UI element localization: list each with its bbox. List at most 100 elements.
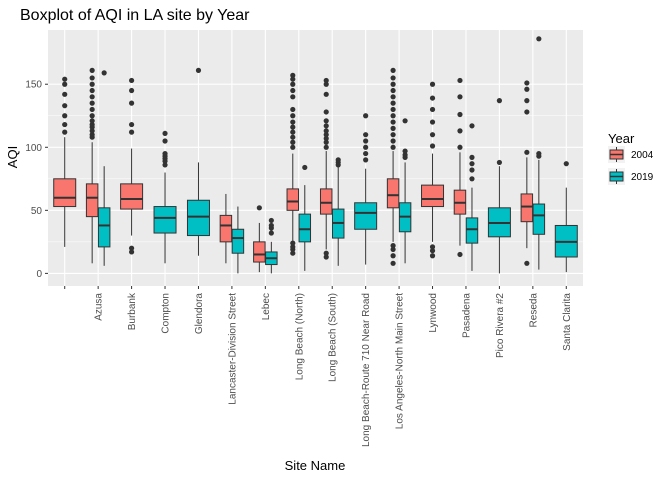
outlier-point	[323, 128, 329, 134]
outlier-point	[429, 106, 436, 113]
box-body	[153, 206, 177, 234]
outlier-point	[390, 125, 396, 131]
x-tick-label: Pico Rivera #2	[495, 293, 506, 358]
box-body	[253, 241, 266, 263]
plot-panel	[48, 30, 583, 286]
box-2019-7	[298, 164, 312, 271]
box-2019-5	[231, 206, 245, 274]
outlier-point	[290, 72, 296, 78]
outlier-point	[162, 130, 168, 137]
outlier-point	[363, 144, 369, 150]
outlier-point	[323, 109, 329, 115]
outlier-point	[402, 152, 408, 158]
box-2019-8	[331, 157, 345, 266]
outlier-point	[536, 36, 542, 42]
box-2004-1	[85, 67, 99, 264]
y-tick-label: 150	[25, 80, 42, 91]
box-2004-7	[286, 72, 300, 256]
x-tick-label: Long Beach (North)	[294, 293, 305, 380]
outlier-point	[496, 159, 503, 166]
outlier-point	[323, 91, 329, 97]
legend-label-2019: 2019	[631, 172, 654, 183]
y-tick-label: 100	[25, 143, 42, 154]
outlier-point	[290, 134, 296, 140]
box-body	[465, 217, 479, 244]
outlier-point	[290, 76, 296, 82]
box-body	[298, 213, 312, 243]
x-tick-label: Santa Clarita	[562, 293, 573, 351]
box-body	[186, 199, 210, 237]
box-2019-6	[265, 217, 278, 274]
outlier-point	[390, 67, 396, 73]
outlier-point	[290, 129, 296, 135]
box-2019-14	[532, 36, 546, 270]
outlier-point	[89, 81, 95, 87]
box-2019-13	[487, 98, 511, 274]
outlier-point	[390, 132, 396, 138]
outlier-point	[402, 148, 408, 154]
outlier-point	[323, 81, 329, 87]
outlier-point	[162, 150, 168, 157]
outlier-point	[62, 81, 68, 87]
box-body	[97, 207, 111, 248]
outlier-point	[62, 121, 68, 128]
x-axis-title: Site Name	[285, 458, 346, 473]
outlier-point	[457, 94, 463, 100]
outlier-point	[290, 144, 296, 150]
outlier-point	[89, 106, 95, 113]
box-body	[53, 178, 77, 208]
outlier-point	[89, 118, 95, 124]
outlier-point	[268, 230, 274, 236]
outlier-point	[496, 98, 503, 104]
legend: Year 2004 2019	[608, 131, 654, 185]
y-tick-label: 0	[36, 269, 42, 280]
outlier-point	[89, 128, 95, 134]
box-2004-6	[253, 205, 266, 273]
outlier-point	[256, 205, 262, 211]
outlier-point	[162, 138, 168, 144]
outlier-point	[457, 144, 463, 150]
x-tick-label: Azusa	[94, 293, 105, 321]
outlier-point	[290, 87, 296, 94]
x-tick-label: Reseda	[528, 293, 539, 328]
outlier-point	[363, 138, 369, 144]
outlier-point	[390, 119, 396, 125]
y-axis: 0 50 100 150	[25, 80, 48, 280]
outlier-point	[89, 94, 95, 100]
y-axis-title: AQI	[5, 146, 20, 168]
outlier-point	[390, 253, 396, 259]
outlier-point	[268, 217, 274, 224]
outlier-point	[457, 128, 463, 134]
outlier-point	[469, 161, 475, 167]
outlier-point	[390, 100, 396, 106]
outlier-point	[62, 103, 68, 109]
outlier-point	[390, 138, 396, 144]
outlier-point	[390, 87, 396, 94]
outlier-point	[128, 121, 135, 128]
outlier-point	[469, 167, 475, 173]
outlier-point	[524, 98, 530, 104]
boxes	[53, 36, 578, 274]
outlier-point	[469, 123, 475, 129]
x-tick-label: Compton	[161, 293, 172, 334]
outlier-point	[323, 139, 329, 145]
outlier-point	[390, 246, 396, 253]
outlier-point	[390, 81, 396, 87]
outlier-point	[89, 121, 95, 128]
outlier-point	[128, 129, 135, 135]
outlier-point	[323, 250, 329, 256]
outlier-point	[128, 87, 135, 94]
outlier-point	[390, 75, 396, 81]
outlier-point	[429, 244, 436, 250]
outlier-point	[524, 109, 530, 115]
outlier-point	[89, 132, 95, 138]
x-tick-label: Lebec	[261, 293, 272, 320]
x-tick-label: Glendora	[194, 293, 205, 335]
box-2019-3	[153, 130, 177, 264]
y-tick-label: 50	[31, 206, 43, 217]
box-2004-12	[453, 77, 467, 258]
outlier-point	[457, 111, 463, 118]
outlier-point	[323, 132, 329, 138]
box-2004-2	[120, 77, 144, 255]
outlier-point	[363, 150, 369, 157]
